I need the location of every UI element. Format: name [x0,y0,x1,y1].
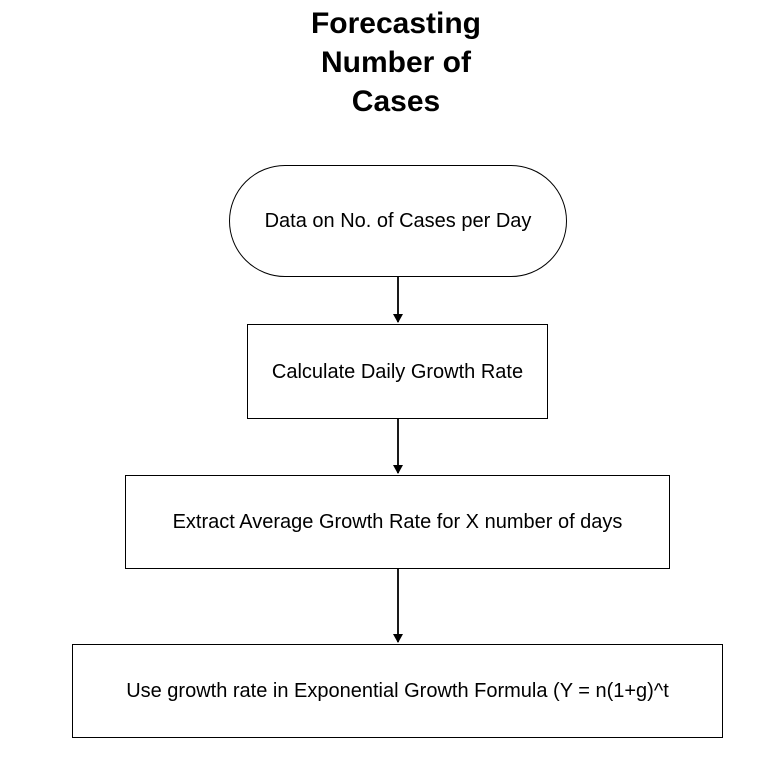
title-line-3: Cases [351,85,441,118]
exponential-growth-formula-node: Use growth rate in Exponential Growth Fo… [72,644,723,738]
diagram-title: Forecasting Number of Cases [246,4,546,121]
start-node-label: Data on No. of Cases per Day [264,210,532,232]
start-terminal-node: Data on No. of Cases per Day [229,165,567,277]
extract-average-growth-rate-node: Extract Average Growth Rate for X number… [125,475,670,569]
step1-node-label: Calculate Daily Growth Rate [271,360,524,383]
calculate-growth-rate-node: Calculate Daily Growth Rate [247,324,548,419]
title-line-1: Forecasting [310,7,482,40]
step3-node-label: Use growth rate in Exponential Growth Fo… [126,680,669,702]
step2-node-label: Extract Average Growth Rate for X number… [172,511,623,533]
title-line-2: Number of [321,46,471,79]
